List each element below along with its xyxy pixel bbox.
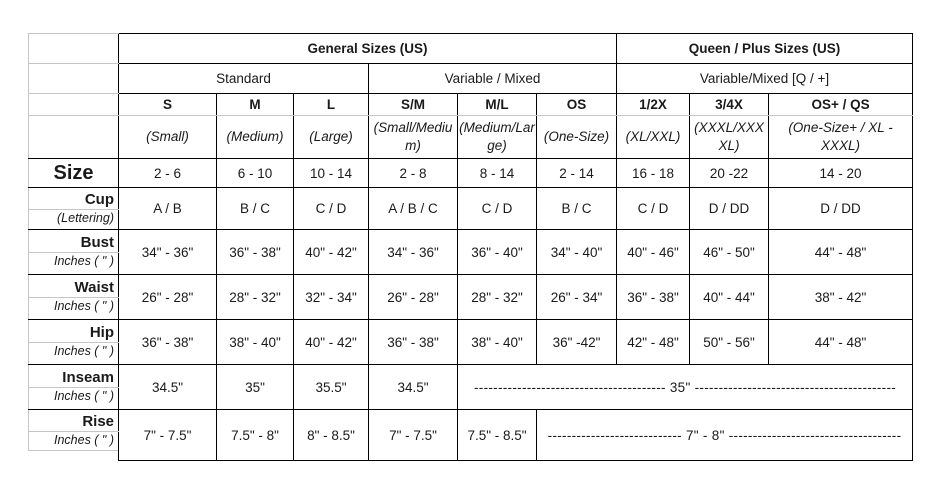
cell-cup-m: B / C (216, 187, 294, 230)
cell-bust-os-qs: 44" - 48" (768, 229, 914, 275)
cell-bust-l: 40" - 42" (293, 229, 369, 275)
type-header-variable-mixed: Variable / Mixed (367, 63, 618, 94)
cell-bust-m: 36" - 38" (216, 229, 294, 275)
row-label-bust: Bust (28, 229, 119, 253)
cell-waist-os: 26" - 34" (535, 274, 618, 320)
cell-cup-s: A / B (118, 187, 217, 230)
column-header-l: L (293, 93, 369, 116)
row-label-size: Size (28, 158, 119, 188)
cell-hip-s: 36" - 38" (118, 319, 217, 365)
cell-inseam-m: 35" (216, 364, 294, 410)
cell-bust-s-m: 34" - 36" (368, 229, 458, 275)
cell-rise-merged: ---------------------------- 7" - 8" ---… (535, 409, 914, 461)
cell-bust-3-4x: 46" - 50" (689, 229, 770, 275)
cell-inseam-merged: ----------------------------------------… (456, 364, 914, 410)
cell-cup-os: B / C (535, 187, 618, 230)
column-header-os-qs: OS+ / QS (768, 93, 914, 116)
cell-inseam-s: 34.5" (118, 364, 217, 410)
cell-hip-os: 36" -42" (535, 319, 618, 365)
cell-size-m: 6 - 10 (216, 158, 294, 188)
row-unit-bust: Inches ( " ) (28, 252, 119, 275)
table-corner-cell (28, 63, 119, 94)
row-label-inseam: Inseam (28, 364, 119, 388)
cell-rise-m: 7.5" - 8" (216, 409, 294, 461)
column-header-m-l: M/L (457, 93, 537, 116)
cell-hip-1-2x: 42" - 48" (616, 319, 691, 365)
group-header-queen-plus-sizes-us: Queen / Plus Sizes (US) (616, 33, 914, 64)
cell-cup-os-qs: D / DD (768, 187, 914, 230)
cell-hip-3-4x: 50" - 56" (689, 319, 770, 365)
cell-waist-m-l: 28" - 32" (457, 274, 537, 320)
column-subheader-l: (Large) (293, 115, 369, 159)
cell-size-s: 2 - 6 (118, 158, 217, 188)
size-chart: General Sizes (US) Queen / Plus Sizes (US… (28, 33, 914, 461)
cell-size-os-qs: 14 - 20 (768, 158, 914, 188)
cell-waist-3-4x: 40" - 44" (689, 274, 770, 320)
cell-waist-m: 28" - 32" (216, 274, 294, 320)
row-label-waist: Waist (28, 274, 119, 298)
column-header-s: S (118, 93, 217, 116)
cell-cup-m-l: C / D (457, 187, 537, 230)
column-header-s-m: S/M (368, 93, 458, 116)
table-corner-cell (28, 93, 119, 116)
column-header-os: OS (535, 93, 618, 116)
cell-waist-l: 32" - 34" (293, 274, 369, 320)
row-unit-rise: Inches ( " ) (28, 431, 119, 451)
row-label-rise: Rise (28, 409, 119, 432)
cell-waist-os-qs: 38" - 42" (768, 274, 914, 320)
cell-hip-m-l: 38" - 40" (457, 319, 537, 365)
cell-size-1-2x: 16 - 18 (616, 158, 691, 188)
cell-cup-s-m: A / B / C (368, 187, 458, 230)
cell-cup-1-2x: C / D (616, 187, 691, 230)
row-label-cup: Cup (28, 187, 119, 210)
cell-size-l: 10 - 14 (293, 158, 369, 188)
cell-waist-s-m: 26" - 28" (368, 274, 458, 320)
cell-rise-s: 7" - 7.5" (118, 409, 217, 461)
cell-inseam-s-m: 34.5" (368, 364, 458, 410)
cell-hip-l: 40" - 42" (293, 319, 369, 365)
group-header-general-sizes-us: General Sizes (US) (117, 33, 618, 64)
cell-hip-s-m: 36" - 38" (368, 319, 458, 365)
cell-bust-1-2x: 40" - 46" (616, 229, 691, 275)
table-corner-cell (28, 33, 119, 64)
cell-rise-s-m: 7" - 7.5" (368, 409, 458, 461)
cell-rise-m-l: 7.5" - 8.5" (457, 409, 537, 461)
type-header-variable-mixed-q: Variable/Mixed [Q / +] (616, 63, 914, 94)
cell-rise-l: 8" - 8.5" (293, 409, 369, 461)
cell-waist-s: 26" - 28" (118, 274, 217, 320)
cell-size-s-m: 2 - 8 (368, 158, 458, 188)
cell-size-os: 2 - 14 (535, 158, 618, 188)
cell-inseam-l: 35.5" (293, 364, 369, 410)
column-subheader-s: (Small) (118, 115, 217, 159)
cell-hip-m: 38" - 40" (216, 319, 294, 365)
cell-hip-os-qs: 44" - 48" (768, 319, 914, 365)
column-subheader-1-2x: (XL/XXL) (616, 115, 691, 159)
cell-bust-s: 34" - 36" (118, 229, 217, 275)
table-corner-cell (28, 115, 119, 159)
column-subheader-os-qs: (One-Size+ / XL - XXXL) (768, 115, 914, 159)
column-subheader-3-4x: (XXXL/XXXXL) (689, 115, 770, 159)
column-header-m: M (216, 93, 294, 116)
row-unit-cup: (Lettering) (28, 209, 119, 230)
cell-cup-3-4x: D / DD (689, 187, 770, 230)
cell-size-3-4x: 20 -22 (689, 158, 770, 188)
column-header-3-4x: 3/4X (689, 93, 770, 116)
cell-bust-os: 34" - 40" (535, 229, 618, 275)
row-unit-inseam: Inches ( " ) (28, 387, 119, 410)
column-subheader-s-m: (Small/Medium) (368, 115, 458, 159)
column-subheader-m-l: (Medium/Large) (457, 115, 537, 159)
row-unit-waist: Inches ( " ) (28, 297, 119, 320)
cell-bust-m-l: 36" - 40" (457, 229, 537, 275)
label-column-bottom-gap (29, 451, 119, 461)
cell-waist-1-2x: 36" - 38" (616, 274, 691, 320)
column-subheader-os: (One-Size) (535, 115, 618, 159)
cell-size-m-l: 8 - 14 (457, 158, 537, 188)
column-subheader-m: (Medium) (216, 115, 294, 159)
size-chart-table: General Sizes (US) Queen / Plus Sizes (US… (28, 33, 914, 461)
cell-cup-l: C / D (293, 187, 369, 230)
column-header-1-2x: 1/2X (616, 93, 691, 116)
row-label-hip: Hip (28, 319, 119, 343)
row-unit-hip: Inches ( " ) (28, 342, 119, 365)
type-header-standard: Standard (118, 63, 369, 94)
